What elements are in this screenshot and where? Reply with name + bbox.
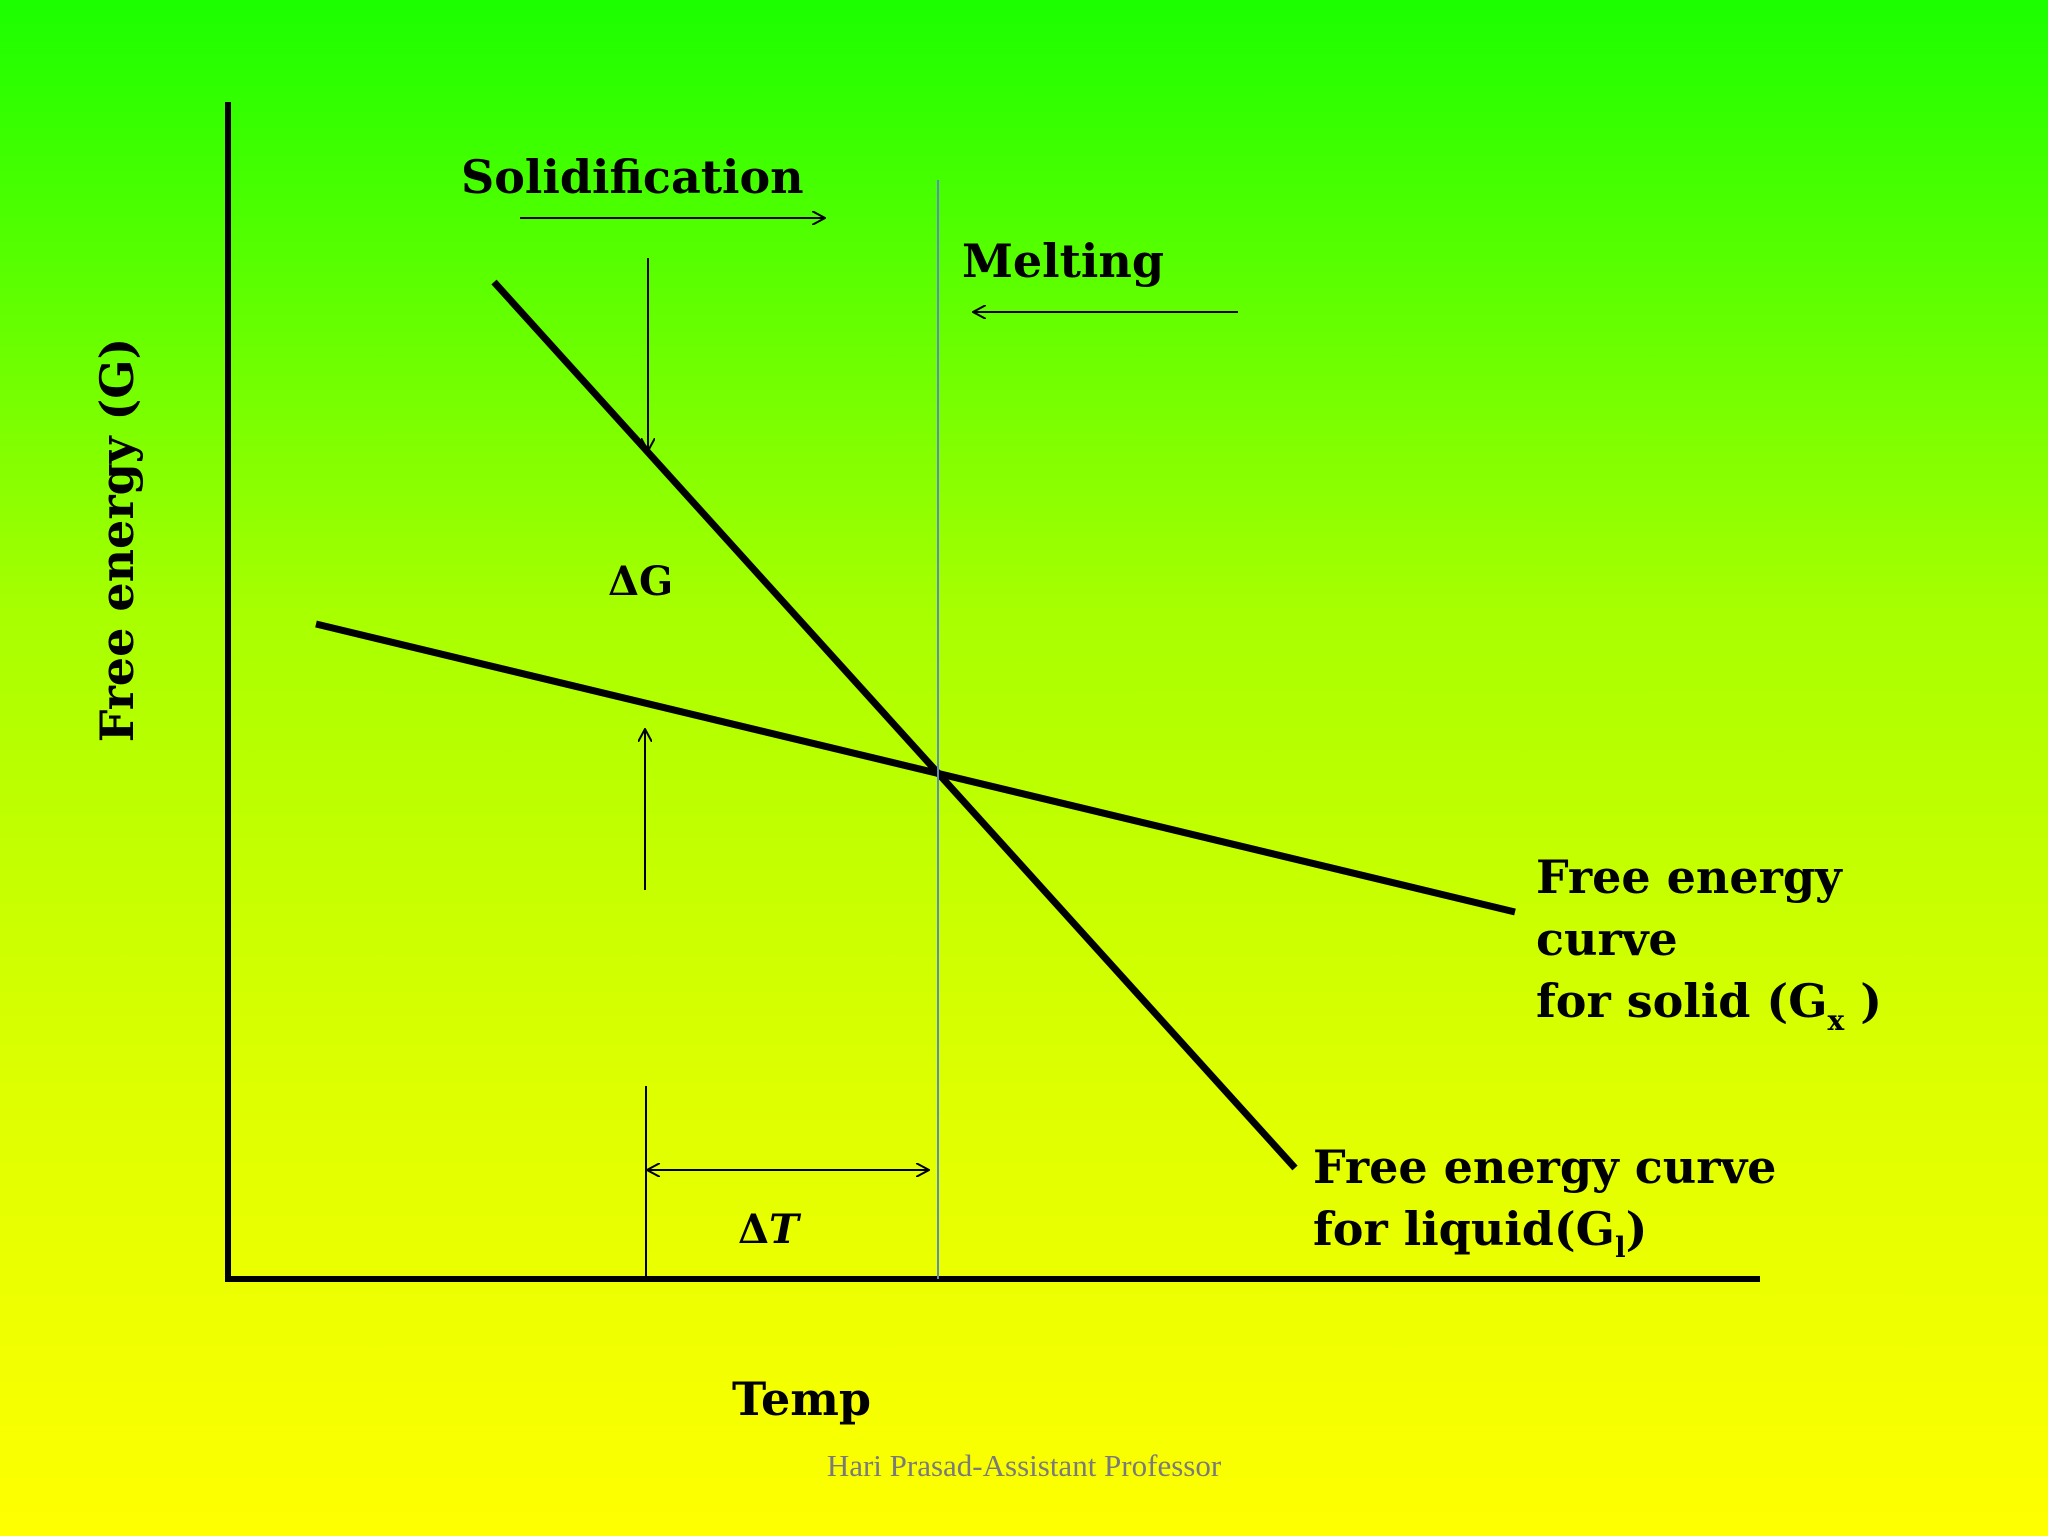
solidification-label: Solidification (461, 150, 804, 204)
y-axis-label: Free energy (G) (90, 338, 144, 743)
x-axis-label: Temp (732, 1372, 871, 1426)
liquid-free-energy-curve (491, 279, 1298, 1171)
liquid-curve-label: Free energy curve for liquid(Gl) (1313, 1140, 1792, 1264)
footer-credit: Hari Prasad-Assistant Professor (826, 1448, 1222, 1483)
delta-t-label: ΔT (738, 1206, 802, 1253)
solid-curve-label: Free energy curve for solid (Gx ) (1536, 850, 1882, 1037)
delta-g-label: ΔG (608, 558, 673, 605)
melting-label: Melting (962, 234, 1164, 288)
solid-free-energy-curve (315, 620, 1516, 916)
